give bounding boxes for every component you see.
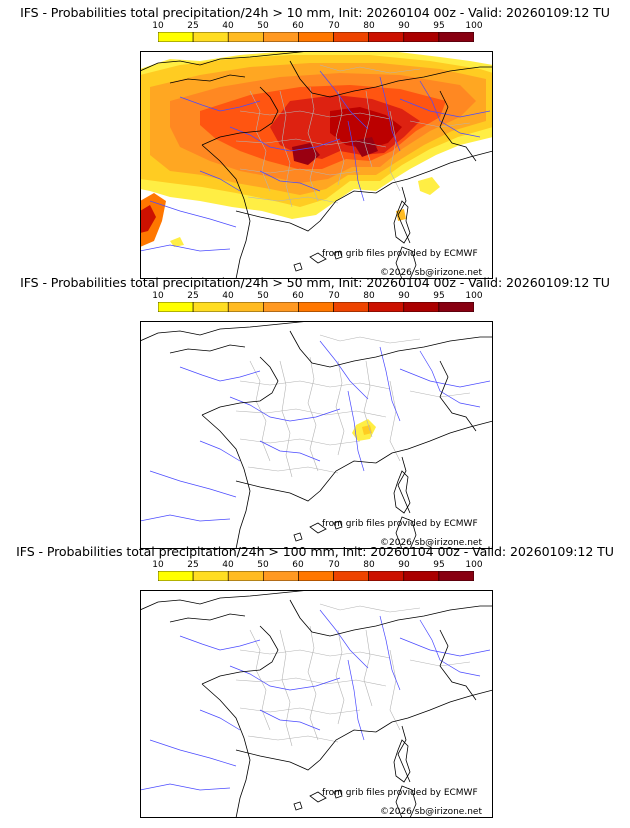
colorbar-ticks: 10 25 40 50 60 70 80 90 95 100 — [152, 21, 482, 32]
panel-1: IFS - Probabilities total precipitation/… — [0, 4, 630, 279]
colorbar-swatch — [263, 571, 299, 581]
tick-label: 25 — [187, 21, 199, 31]
colorbar-swatch — [438, 32, 474, 42]
colorbar-swatch — [227, 571, 264, 581]
tick-label: 70 — [328, 560, 340, 570]
probability-map — [140, 321, 493, 549]
colorbar — [158, 302, 474, 312]
colorbar-swatch — [158, 32, 194, 42]
tick-label: 100 — [465, 560, 483, 570]
colorbar-swatch — [227, 32, 264, 42]
colorbar-swatch — [227, 302, 264, 312]
precip-probability-field — [352, 419, 376, 441]
colorbar-ticks: 10 25 40 50 60 70 80 90 95 100 — [152, 560, 482, 571]
tick-label: 100 — [465, 291, 483, 301]
panel-title: IFS - Probabilities total precipitation/… — [20, 5, 610, 20]
tick-label: 95 — [433, 291, 445, 301]
colorbar-swatch — [192, 302, 229, 312]
tick-label: 95 — [433, 560, 445, 570]
panel-title: IFS - Probabilities total precipitation/… — [20, 275, 610, 290]
copyright-credit: ©2026 sb@irizone.net — [380, 807, 482, 817]
colorbar — [158, 571, 474, 581]
tick-label: 10 — [152, 291, 164, 301]
colorbar-swatch — [333, 32, 369, 42]
colorbar-swatch — [333, 571, 369, 581]
probability-map — [140, 590, 493, 818]
colorbar-ticks: 10 25 40 50 60 70 80 90 95 100 — [152, 291, 482, 302]
tick-label: 40 — [222, 560, 234, 570]
colorbar-swatch — [263, 302, 299, 312]
colorbar-swatch — [298, 571, 334, 581]
colorbar-swatch — [368, 32, 405, 42]
tick-label: 60 — [292, 21, 304, 31]
tick-label: 40 — [222, 21, 234, 31]
colorbar-swatch — [368, 302, 405, 312]
tick-label: 80 — [363, 291, 375, 301]
tick-label: 50 — [257, 291, 269, 301]
colorbar-swatch — [298, 302, 334, 312]
tick-label: 60 — [292, 560, 304, 570]
copyright-credit: ©2026 sb@irizone.net — [380, 268, 482, 278]
tick-label: 100 — [465, 21, 483, 31]
colorbar-swatch — [158, 571, 194, 581]
probability-map — [140, 51, 493, 279]
colorbar — [158, 32, 474, 42]
colorbar-swatch — [438, 302, 474, 312]
colorbar-swatch — [368, 571, 405, 581]
tick-label: 25 — [187, 560, 199, 570]
tick-label: 50 — [257, 560, 269, 570]
tick-label: 70 — [328, 21, 340, 31]
tick-label: 80 — [363, 560, 375, 570]
tick-label: 10 — [152, 560, 164, 570]
panel-3: IFS - Probabilities total precipitation/… — [0, 543, 630, 818]
colorbar-swatch — [192, 571, 229, 581]
tick-label: 40 — [222, 291, 234, 301]
source-credit: from grib files provided by ECMWF — [322, 249, 478, 259]
colorbar-swatch — [438, 571, 474, 581]
colorbar-swatch — [333, 302, 369, 312]
tick-label: 90 — [398, 291, 410, 301]
tick-label: 60 — [292, 291, 304, 301]
tick-label: 10 — [152, 21, 164, 31]
colorbar-swatch — [403, 302, 440, 312]
colorbar-swatch — [403, 32, 440, 42]
colorbar-swatch — [403, 571, 440, 581]
colorbar-swatch — [298, 32, 334, 42]
source-credit: from grib files provided by ECMWF — [322, 788, 478, 798]
tick-label: 90 — [398, 21, 410, 31]
colorbar-swatch — [192, 32, 229, 42]
tick-label: 95 — [433, 21, 445, 31]
tick-label: 70 — [328, 291, 340, 301]
panel-title: IFS - Probabilities total precipitation/… — [16, 544, 614, 559]
tick-label: 50 — [257, 21, 269, 31]
source-credit: from grib files provided by ECMWF — [322, 519, 478, 529]
copyright-credit: ©2026 sb@irizone.net — [380, 538, 482, 548]
panel-2: IFS - Probabilities total precipitation/… — [0, 274, 630, 549]
colorbar-swatch — [158, 302, 194, 312]
tick-label: 80 — [363, 21, 375, 31]
tick-label: 25 — [187, 291, 199, 301]
tick-label: 90 — [398, 560, 410, 570]
colorbar-swatch — [263, 32, 299, 42]
